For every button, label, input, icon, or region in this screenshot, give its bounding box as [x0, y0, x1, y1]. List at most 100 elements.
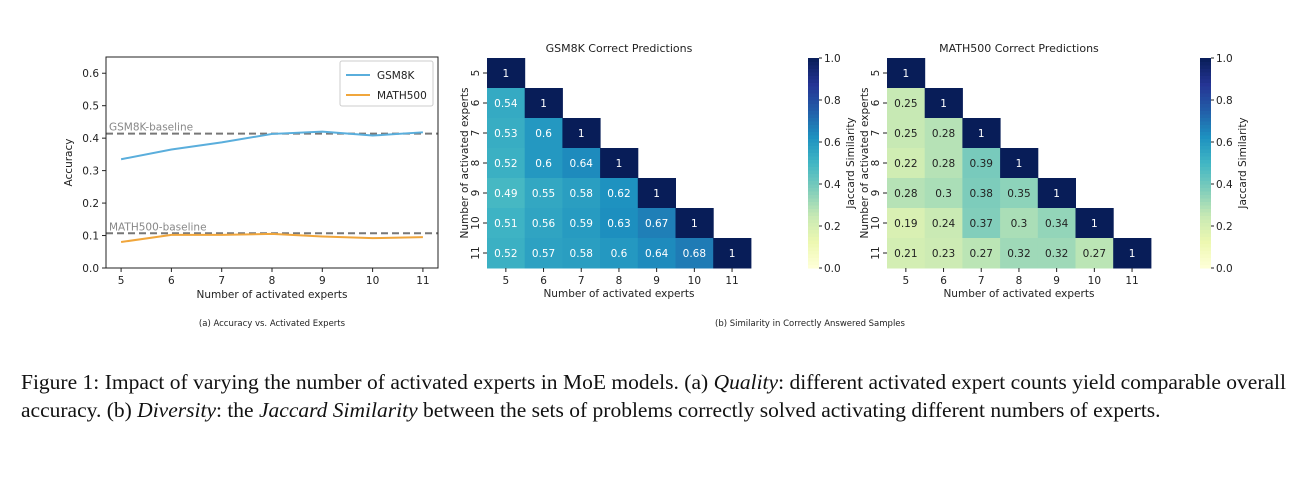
y-tick-label: 0.1 [82, 231, 99, 243]
colorbar-segment [808, 100, 819, 104]
colorbar-segment [1200, 79, 1211, 83]
x-tick-label: 7 [578, 275, 585, 287]
cell-value-label: 0.3 [1011, 218, 1028, 230]
y-tick-label: 7 [870, 130, 882, 137]
cell-value-label: 1 [1091, 218, 1098, 230]
colorbar-segment [808, 240, 819, 244]
caption-text: Figure 1: Impact of varying the number o… [21, 370, 714, 394]
heatmap-cell [562, 208, 601, 239]
colorbar-segment [808, 257, 819, 262]
colorbar-segment [808, 201, 819, 206]
colorbar-segment [808, 194, 819, 199]
legend-label: MATH500 [377, 90, 427, 102]
x-tick-label: 8 [616, 275, 623, 287]
colorbar-segment [1200, 222, 1211, 227]
heatmap-cell [887, 88, 926, 119]
colorbar-label: Jaccard Similarity [845, 117, 857, 209]
cell-value-label: 0.67 [645, 218, 668, 230]
cell-value-label: 0.27 [970, 248, 993, 260]
colorbar-segment [808, 110, 819, 115]
colorbar-segment [808, 159, 819, 164]
cell-value-label: 0.28 [894, 188, 917, 200]
heatmap-cell [524, 238, 563, 269]
x-tick-label: 9 [653, 275, 660, 287]
colorbar-segment [808, 229, 819, 234]
heatmap-cell [637, 238, 676, 269]
colorbar-segment [1200, 121, 1211, 125]
colorbar-segment [1200, 236, 1211, 241]
colorbar-segment [1200, 233, 1211, 237]
cell-value-label: 1 [940, 98, 947, 110]
colorbar-segment [808, 233, 819, 237]
x-axis-label: Number of activated experts [197, 289, 348, 301]
cell-value-label: 0.32 [1045, 248, 1068, 260]
colorbar-segment [1200, 177, 1211, 181]
colorbar-segment [808, 198, 819, 202]
y-axis-label: Number of activated experts [459, 88, 471, 239]
y-tick-label: 9 [870, 190, 882, 197]
cell-value-label: 0.28 [932, 128, 955, 140]
colorbar-segment [808, 121, 819, 125]
colorbar-tick-label: 1.0 [824, 53, 841, 65]
heatmap-cell [524, 88, 563, 119]
cell-value-label: 0.64 [645, 248, 669, 260]
colorbar-segment [808, 219, 819, 223]
colorbar-segment [808, 226, 819, 230]
colorbar-segment [1200, 226, 1211, 230]
colorbar-segment [1200, 103, 1211, 108]
heatmap-cell [1000, 208, 1039, 239]
colorbar-segment [808, 114, 819, 118]
colorbar-segment [808, 86, 819, 90]
colorbar-segment [808, 191, 819, 195]
colorbar-segment [808, 89, 819, 94]
cell-value-label: 0.58 [570, 188, 593, 200]
heatmap-cell [562, 148, 601, 179]
cell-value-label: 0.56 [532, 218, 556, 230]
y-tick-label: 11 [870, 246, 882, 259]
colorbar-segment [808, 208, 819, 213]
colorbar-segment [1200, 257, 1211, 262]
x-tick-label: 10 [1088, 275, 1101, 287]
colorbar-segment [1200, 96, 1211, 101]
colorbar-segment [808, 156, 819, 160]
colorbar-segment [1200, 142, 1211, 146]
y-tick-label: 0.5 [82, 101, 99, 113]
cell-value-label: 0.68 [683, 248, 706, 260]
cell-value-label: 0.57 [532, 248, 555, 260]
heatmap-cell [487, 58, 526, 89]
heatmap-cell [675, 208, 714, 239]
colorbar-segment [808, 254, 819, 258]
x-tick-label: 8 [269, 275, 276, 287]
x-tick-label: 9 [319, 275, 326, 287]
cell-value-label: 0.37 [970, 218, 993, 230]
colorbar-segment [808, 166, 819, 171]
colorbar-tick-label: 0.8 [1216, 95, 1233, 107]
heatmap-cell [924, 208, 963, 239]
cell-value-label: 0.39 [970, 158, 993, 170]
cell-value-label: 0.62 [607, 188, 630, 200]
cell-value-label: 0.34 [1045, 218, 1069, 230]
x-tick-label: 6 [940, 275, 947, 287]
colorbar-segment [1200, 156, 1211, 160]
heatmap-cell [887, 178, 926, 209]
cell-value-label: 1 [903, 68, 910, 80]
x-tick-label: 11 [725, 275, 738, 287]
caption-text: : the [215, 398, 259, 422]
y-tick-label: 10 [870, 216, 882, 229]
x-axis-label: Number of activated experts [543, 288, 694, 300]
y-tick-label: 8 [470, 160, 482, 167]
colorbar-segment [1200, 61, 1211, 66]
baseline-label: MATH500-baseline [109, 221, 207, 233]
colorbar-segment [1200, 82, 1211, 87]
y-tick-label: 0.6 [82, 68, 99, 80]
colorbar-segment [1200, 208, 1211, 213]
cell-value-label: 1 [616, 158, 623, 170]
colorbar-segment [808, 124, 819, 129]
colorbar-segment [1200, 68, 1211, 73]
cell-value-label: 0.52 [494, 158, 517, 170]
y-tick-label: 8 [870, 160, 882, 167]
cell-value-label: 0.58 [570, 248, 593, 260]
colorbar-segment [808, 236, 819, 241]
caption-diversity: Diversity [137, 398, 216, 422]
cell-value-label: 1 [503, 68, 510, 80]
